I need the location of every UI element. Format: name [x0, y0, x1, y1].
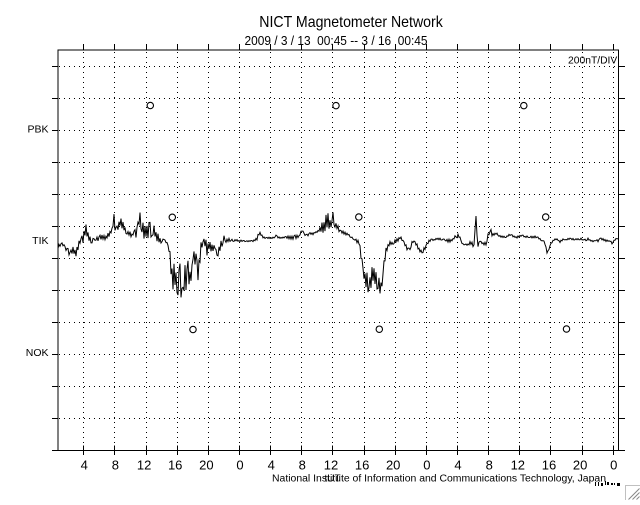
svg-text:16: 16	[168, 458, 182, 473]
svg-text:2009 / 3 / 13 00:45 -- 3 / 16: 2009 / 3 / 13 00:45 -- 3 / 16 00:45	[245, 33, 428, 48]
svg-text:0: 0	[236, 458, 243, 473]
svg-text:16: 16	[542, 458, 556, 473]
svg-text:4: 4	[268, 458, 275, 473]
svg-text:200nT/DIV: 200nT/DIV	[568, 56, 618, 67]
svg-text:0: 0	[423, 458, 430, 473]
svg-text:20: 20	[573, 458, 587, 473]
svg-text:8: 8	[486, 458, 493, 473]
svg-text:National Institute of Informat: National Institute of Information and Co…	[272, 474, 606, 485]
svg-text:4: 4	[81, 458, 88, 473]
svg-text:8: 8	[112, 458, 119, 473]
svg-text:12: 12	[511, 458, 525, 473]
svg-text:NOK: NOK	[26, 347, 49, 359]
svg-text:20: 20	[199, 458, 213, 473]
svg-text:16: 16	[355, 458, 369, 473]
svg-text:12: 12	[137, 458, 151, 473]
svg-text:NICT Magnetometer Network: NICT Magnetometer Network	[259, 14, 443, 31]
svg-text:0: 0	[610, 458, 617, 473]
svg-text:12: 12	[324, 458, 338, 473]
svg-text:PBK: PBK	[27, 124, 48, 136]
svg-text:TIK: TIK	[32, 235, 48, 247]
svg-text:20: 20	[386, 458, 400, 473]
svg-text:tUT: tUT	[325, 474, 341, 485]
svg-text:4: 4	[454, 458, 461, 473]
svg-text:8: 8	[299, 458, 306, 473]
